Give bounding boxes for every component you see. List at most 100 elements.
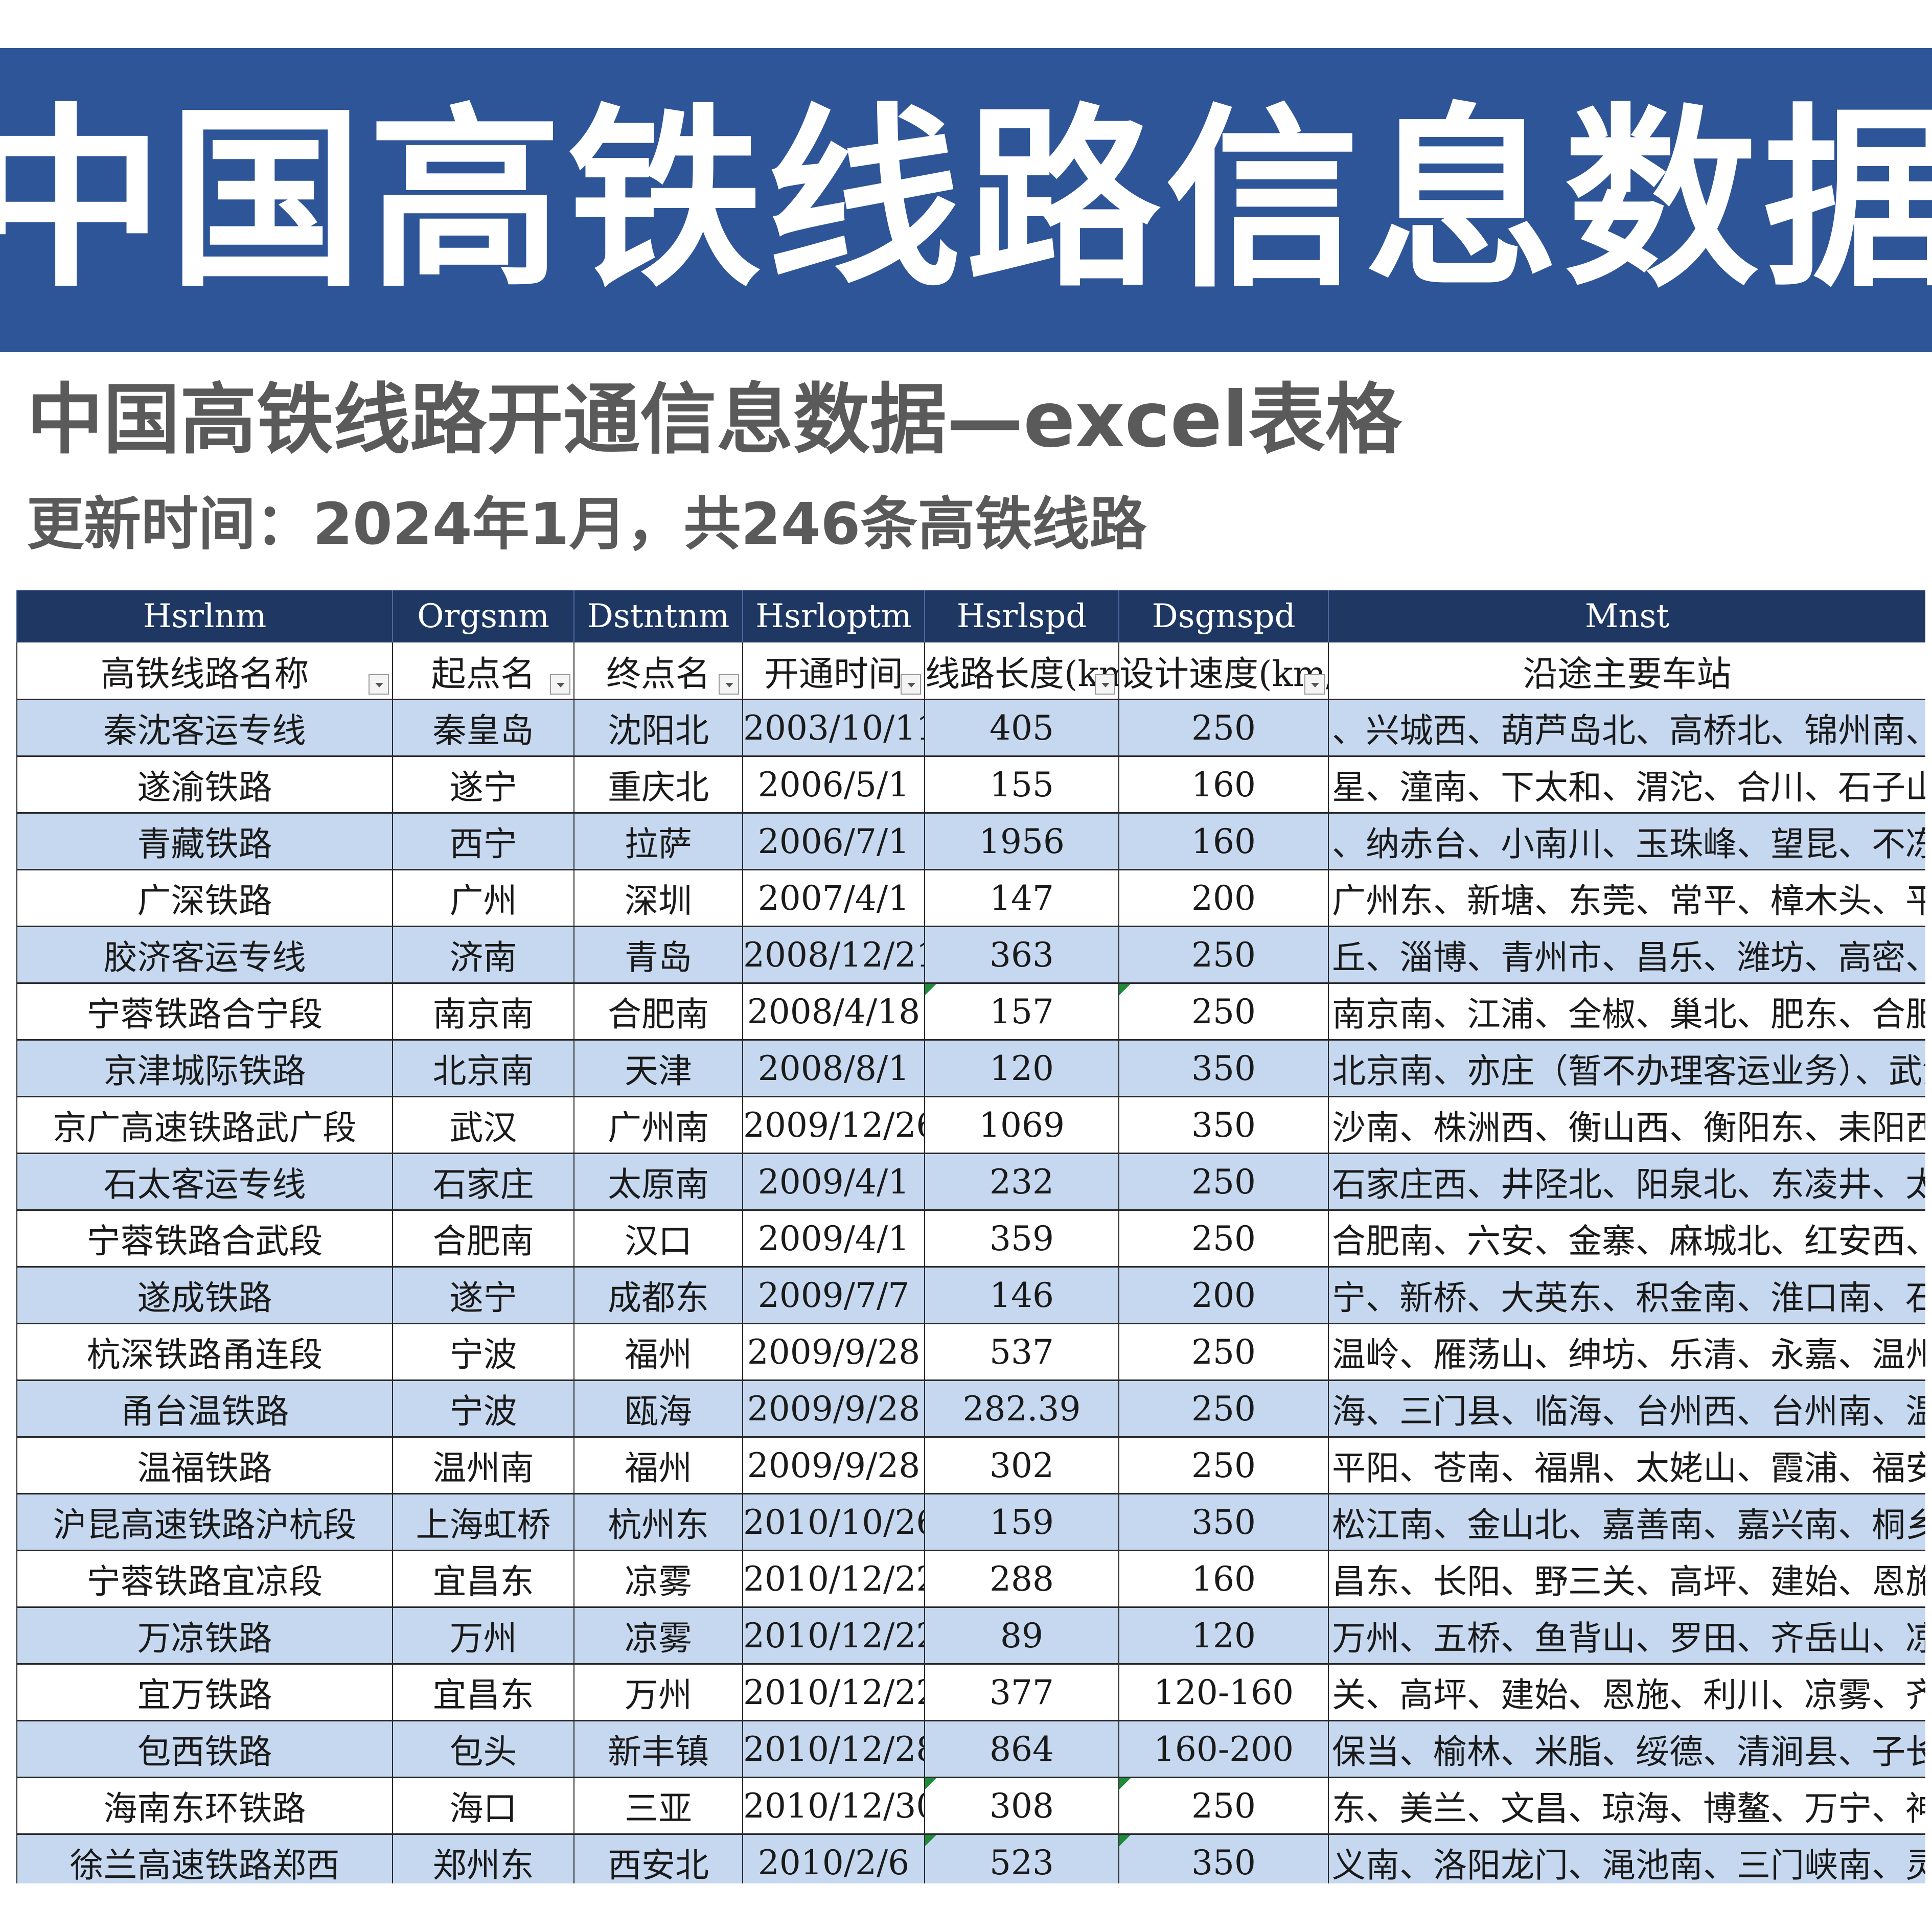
length-cell[interactable]: 377 xyxy=(924,1664,1119,1721)
open-date-cell[interactable]: 2007/4/1 xyxy=(742,869,925,927)
length-cell[interactable]: 1069 xyxy=(924,1096,1119,1154)
destination-cell[interactable]: 汉口 xyxy=(573,1210,743,1268)
filter-dropdown-icon[interactable] xyxy=(1095,674,1115,695)
line-name-cell[interactable]: 宁蓉铁路合宁段 xyxy=(16,983,393,1041)
origin-cell[interactable]: 宜昌东 xyxy=(392,1664,574,1721)
origin-cell[interactable]: 济南 xyxy=(392,926,574,984)
origin-cell[interactable]: 包头 xyxy=(392,1720,574,1778)
filter-dropdown-icon[interactable] xyxy=(901,674,921,695)
stations-cell[interactable]: 丘、淄博、青州市、昌乐、潍坊、高密、胶州北、 xyxy=(1328,926,1925,984)
destination-cell[interactable]: 福州 xyxy=(573,1437,743,1494)
destination-cell[interactable]: 瓯海 xyxy=(573,1380,743,1438)
destination-cell[interactable]: 万州 xyxy=(573,1664,743,1721)
design-speed-cell[interactable]: 350 xyxy=(1118,1493,1329,1551)
open-date-cell[interactable]: 2009/9/28 xyxy=(742,1437,925,1494)
length-cell[interactable]: 282.39 xyxy=(924,1380,1119,1438)
line-name-cell[interactable]: 秦沈客运专线 xyxy=(16,699,393,757)
stations-cell[interactable]: 、兴城西、葫芦岛北、高桥北、锦州南、凌海南、 xyxy=(1328,699,1925,757)
length-cell[interactable]: 363 xyxy=(924,926,1119,984)
line-name-cell[interactable]: 温福铁路 xyxy=(16,1437,393,1494)
destination-cell[interactable]: 成都东 xyxy=(573,1267,743,1324)
line-name-cell[interactable]: 徐兰高速铁路郑西 xyxy=(16,1834,393,1883)
origin-cell[interactable]: 广州 xyxy=(392,869,574,927)
line-name-cell[interactable]: 包西铁路 xyxy=(16,1720,393,1778)
open-date-cell[interactable]: 2010/12/22 xyxy=(742,1664,925,1721)
origin-cell[interactable]: 宁波 xyxy=(392,1380,574,1438)
destination-cell[interactable]: 合肥南 xyxy=(573,983,743,1041)
stations-cell[interactable]: 关、高坪、建始、恩施、利川、凉雾、齐岳山、罗 xyxy=(1328,1664,1925,1721)
destination-cell[interactable]: 福州 xyxy=(573,1323,743,1381)
origin-cell[interactable]: 合肥南 xyxy=(392,1210,574,1268)
open-date-cell[interactable]: 2009/4/1 xyxy=(742,1210,925,1268)
stations-cell[interactable]: 合肥南、六安、金寨、麻城北、红安西、汉口 xyxy=(1328,1210,1925,1268)
open-date-cell[interactable]: 2009/9/28 xyxy=(742,1380,925,1438)
design-speed-cell[interactable]: 160 xyxy=(1118,1550,1329,1608)
origin-cell[interactable]: 海口 xyxy=(392,1777,574,1835)
origin-cell[interactable]: 北京南 xyxy=(392,1040,574,1097)
length-cell[interactable]: 146 xyxy=(924,1267,1119,1324)
design-speed-cell[interactable]: 250 xyxy=(1118,1210,1329,1268)
open-date-cell[interactable]: 2010/12/30 xyxy=(742,1777,925,1835)
destination-cell[interactable]: 重庆北 xyxy=(573,756,743,814)
design-speed-cell[interactable]: 160 xyxy=(1118,756,1329,814)
line-name-cell[interactable]: 沪昆高速铁路沪杭段 xyxy=(16,1493,393,1551)
stations-cell[interactable]: 广州东、新塘、东莞、常平、樟木头、平湖、深圳 xyxy=(1328,869,1925,927)
line-name-cell[interactable]: 甬台温铁路 xyxy=(16,1380,393,1438)
length-cell[interactable]: 120 xyxy=(924,1040,1119,1097)
line-name-cell[interactable]: 宁蓉铁路宜凉段 xyxy=(16,1550,393,1608)
stations-cell[interactable]: 星、潼南、下太和、渭沱、合川、石子山、北碚、 xyxy=(1328,756,1925,814)
stations-cell[interactable]: 、纳赤台、小南川、玉珠峰、望昆、不冻泉、楚玛 xyxy=(1328,813,1925,870)
destination-cell[interactable]: 三亚 xyxy=(573,1777,743,1835)
origin-cell[interactable]: 上海虹桥 xyxy=(392,1493,574,1551)
destination-cell[interactable]: 拉萨 xyxy=(573,813,743,870)
length-cell[interactable]: 523 xyxy=(924,1834,1119,1883)
design-speed-cell[interactable]: 250 xyxy=(1118,1323,1329,1381)
design-speed-cell[interactable]: 160 xyxy=(1118,813,1329,870)
origin-cell[interactable]: 温州南 xyxy=(392,1437,574,1494)
stations-cell[interactable]: 石家庄西、井陉北、阳泉北、东凌井、太原东、太 xyxy=(1328,1153,1925,1211)
length-cell[interactable]: 232 xyxy=(924,1153,1119,1211)
line-name-cell[interactable]: 胶济客运专线 xyxy=(16,926,393,984)
open-date-cell[interactable]: 2010/10/26 xyxy=(742,1493,925,1551)
line-name-cell[interactable]: 青藏铁路 xyxy=(16,813,393,870)
line-name-cell[interactable]: 京广高速铁路武广段 xyxy=(16,1096,393,1154)
stations-cell[interactable]: 北京南、亦庄（暂不办理客运业务）、武清、天 xyxy=(1328,1040,1925,1097)
stations-cell[interactable]: 温岭、雁荡山、绅坊、乐清、永嘉、温州南、瓯海 xyxy=(1328,1323,1925,1381)
open-date-cell[interactable]: 2010/2/6 xyxy=(742,1834,925,1883)
filter-dropdown-icon[interactable] xyxy=(1304,674,1325,695)
destination-cell[interactable]: 广州南 xyxy=(573,1096,743,1154)
length-cell[interactable]: 89 xyxy=(924,1607,1119,1665)
length-cell[interactable]: 288 xyxy=(924,1550,1119,1608)
stations-cell[interactable]: 平阳、苍南、福鼎、太姥山、霞浦、福安、宁德、 xyxy=(1328,1437,1925,1494)
length-cell[interactable]: 157 xyxy=(924,983,1119,1041)
length-cell[interactable]: 147 xyxy=(924,869,1119,927)
stations-cell[interactable]: 宁、新桥、大英东、积金南、淮口南、石板滩、成 xyxy=(1328,1267,1925,1324)
origin-cell[interactable]: 南京南 xyxy=(392,983,574,1041)
destination-cell[interactable]: 杭州东 xyxy=(573,1493,743,1551)
destination-cell[interactable]: 沈阳北 xyxy=(573,699,743,757)
open-date-cell[interactable]: 2006/5/1 xyxy=(742,756,925,814)
open-date-cell[interactable]: 2010/12/22 xyxy=(742,1550,925,1608)
origin-cell[interactable]: 遂宁 xyxy=(392,1267,574,1324)
origin-cell[interactable]: 郑州东 xyxy=(392,1834,574,1883)
stations-cell[interactable]: 沙南、株洲西、衡山西、衡阳东、耒阳西、郴州西 xyxy=(1328,1096,1925,1154)
line-name-cell[interactable]: 京津城际铁路 xyxy=(16,1040,393,1097)
origin-cell[interactable]: 宜昌东 xyxy=(392,1550,574,1608)
design-speed-cell[interactable]: 250 xyxy=(1118,983,1329,1041)
stations-cell[interactable]: 南京南、江浦、全椒、巢北、肥东、合肥南 xyxy=(1328,983,1925,1041)
design-speed-cell[interactable]: 120 xyxy=(1118,1607,1329,1665)
open-date-cell[interactable]: 2010/12/28 xyxy=(742,1720,925,1778)
origin-cell[interactable]: 秦皇岛 xyxy=(392,699,574,757)
origin-cell[interactable]: 宁波 xyxy=(392,1323,574,1381)
origin-cell[interactable]: 西宁 xyxy=(392,813,574,870)
length-cell[interactable]: 537 xyxy=(924,1323,1119,1381)
stations-cell[interactable]: 海、三门县、临海、台州西、台州南、温岭、雁荡 xyxy=(1328,1380,1925,1438)
open-date-cell[interactable]: 2009/7/7 xyxy=(742,1267,925,1324)
length-cell[interactable]: 864 xyxy=(924,1720,1119,1778)
filter-dropdown-icon[interactable] xyxy=(719,674,739,695)
open-date-cell[interactable]: 2009/12/26 xyxy=(742,1096,925,1154)
design-speed-cell[interactable]: 250 xyxy=(1118,699,1329,757)
design-speed-cell[interactable]: 250 xyxy=(1118,1380,1329,1438)
filter-dropdown-icon[interactable] xyxy=(369,674,389,695)
destination-cell[interactable]: 深圳 xyxy=(573,869,743,927)
